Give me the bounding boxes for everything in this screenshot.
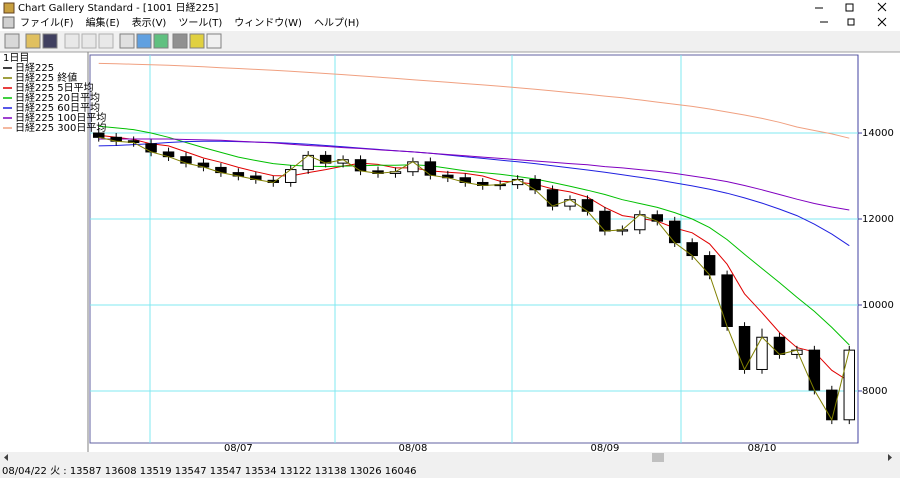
y-tick-label: 8000	[862, 386, 887, 397]
tool-button[interactable]	[172, 33, 188, 49]
candle-body	[529, 178, 541, 191]
candle-body	[773, 336, 786, 355]
candle-body	[546, 189, 559, 207]
x-tick-label: 08/08	[398, 443, 427, 454]
legend-label: 日経225 20日平均	[15, 91, 100, 104]
candle-body	[843, 349, 856, 421]
x-tick-label: 08/09	[590, 443, 619, 454]
candle-body	[599, 210, 611, 232]
tool-button[interactable]	[206, 33, 222, 49]
window-controls[interactable]	[815, 2, 887, 12]
ma-line	[98, 62, 850, 139]
tool-button[interactable]	[81, 33, 97, 49]
close-button[interactable]	[877, 2, 887, 12]
h-scrollbar[interactable]	[0, 452, 900, 463]
candle-body	[284, 169, 297, 183]
ma-line	[98, 140, 850, 247]
menu-item[interactable]: 表示(V)	[132, 16, 167, 29]
ma-line	[98, 138, 850, 211]
candle-body	[703, 255, 716, 276]
legend-title: 1日目	[3, 53, 29, 64]
candle-body	[145, 143, 157, 153]
menu-bar: ファイル(F) 編集(E) 表示(V) ツール(T) ウィンドウ(W) ヘルプ(H)	[20, 16, 359, 29]
tool-button[interactable]	[64, 33, 80, 49]
plot-area	[89, 54, 859, 444]
candle-body	[424, 161, 437, 176]
tool-button[interactable]	[189, 33, 205, 49]
status-bar	[0, 463, 900, 478]
tool-button[interactable]	[119, 33, 135, 49]
candle-body	[668, 220, 681, 244]
legend-label: 日経225 100日平均	[15, 111, 106, 124]
legend-label: 日経225	[15, 61, 54, 74]
tool-button[interactable]	[98, 33, 114, 49]
candle-body	[581, 199, 594, 212]
candle-body	[354, 159, 367, 172]
legend-label: 日経225 300日平均	[15, 121, 106, 134]
toolbar-buttons[interactable]	[4, 33, 222, 49]
candle-body	[721, 274, 733, 327]
y-tick-label: 12000	[862, 214, 894, 225]
window-title: Chart Gallery Standard - [1001 日経225]	[18, 1, 219, 14]
chart: 8000 10000 12000 14000 08/07 08/08 08/09 08/10	[90, 62, 894, 454]
candle-body	[634, 214, 646, 231]
candle-body	[756, 336, 768, 370]
tool-button[interactable]	[136, 33, 152, 49]
doc-icon	[2, 16, 15, 29]
legend-label: 日経225 60日平均	[15, 101, 100, 114]
legend-label: 日経225 5日平均	[15, 81, 94, 94]
toolbar	[0, 31, 900, 52]
tool-button[interactable]	[25, 33, 41, 49]
ma-line	[98, 136, 850, 422]
menu-item[interactable]: ウィンドウ(W)	[234, 17, 302, 29]
month-grid	[149, 55, 682, 443]
menu-item[interactable]: 編集(E)	[86, 16, 120, 29]
tool-button[interactable]	[42, 33, 58, 49]
mdi-controls[interactable]	[820, 17, 887, 27]
ma-line	[98, 134, 850, 382]
candle-body	[686, 242, 698, 257]
menu-item[interactable]: ヘルプ(H)	[314, 17, 359, 29]
status-text: 08/04/22 火 : 13587 13608 13519 13547 135…	[2, 465, 417, 477]
tool-button[interactable]	[153, 33, 169, 49]
x-tick-label: 08/10	[748, 443, 777, 454]
ma-line	[98, 125, 850, 346]
scroll-thumb[interactable]	[652, 453, 664, 462]
maximize-button[interactable]	[845, 3, 854, 12]
candle-body	[808, 349, 821, 391]
app-icon	[3, 2, 15, 14]
legend-label: 日経225 終値	[15, 71, 77, 84]
tool-button[interactable]	[4, 33, 20, 49]
menu-item[interactable]: ファイル(F)	[20, 18, 74, 29]
y-tick-label: 14000	[862, 128, 894, 139]
y-tick-label: 10000	[862, 300, 894, 311]
menu-item[interactable]: ツール(T)	[178, 18, 222, 29]
x-tick-label: 08/07	[224, 443, 253, 454]
